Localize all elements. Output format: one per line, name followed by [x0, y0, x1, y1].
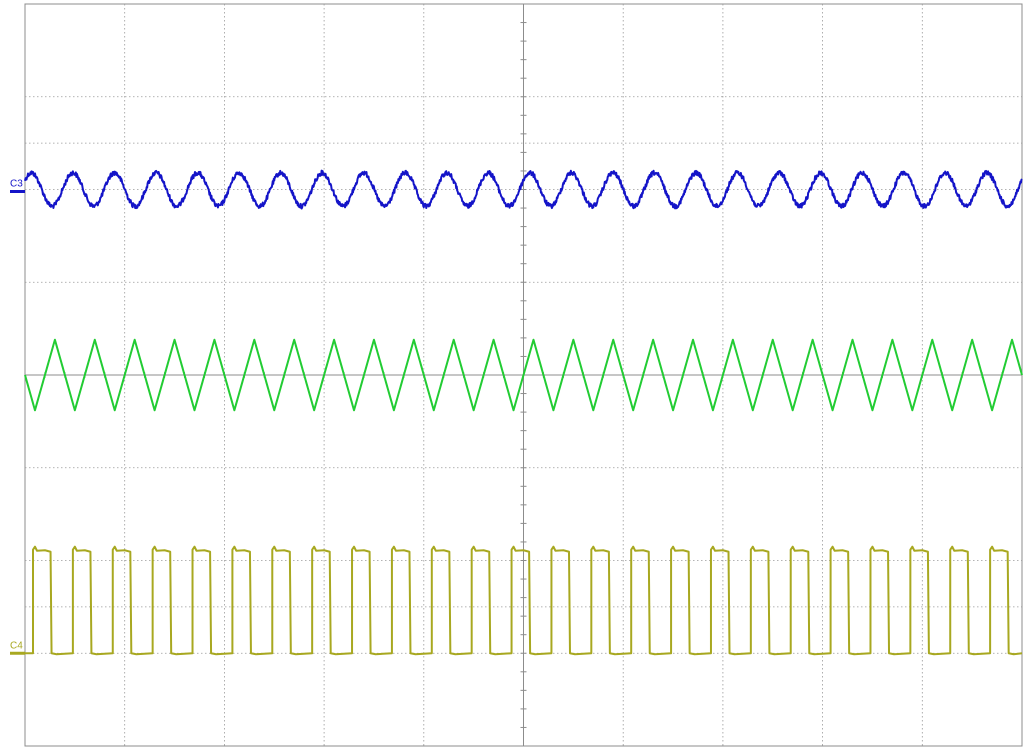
traces: [24, 169, 1023, 656]
channel-label-c4: C4: [10, 640, 23, 651]
trace-ch2: [24, 338, 1023, 412]
trace-c4: [25, 545, 1023, 656]
channel-label-c3: C3: [10, 179, 23, 190]
channel-markers: C3 C4: [10, 179, 25, 655]
trace-c3: [24, 169, 1023, 210]
